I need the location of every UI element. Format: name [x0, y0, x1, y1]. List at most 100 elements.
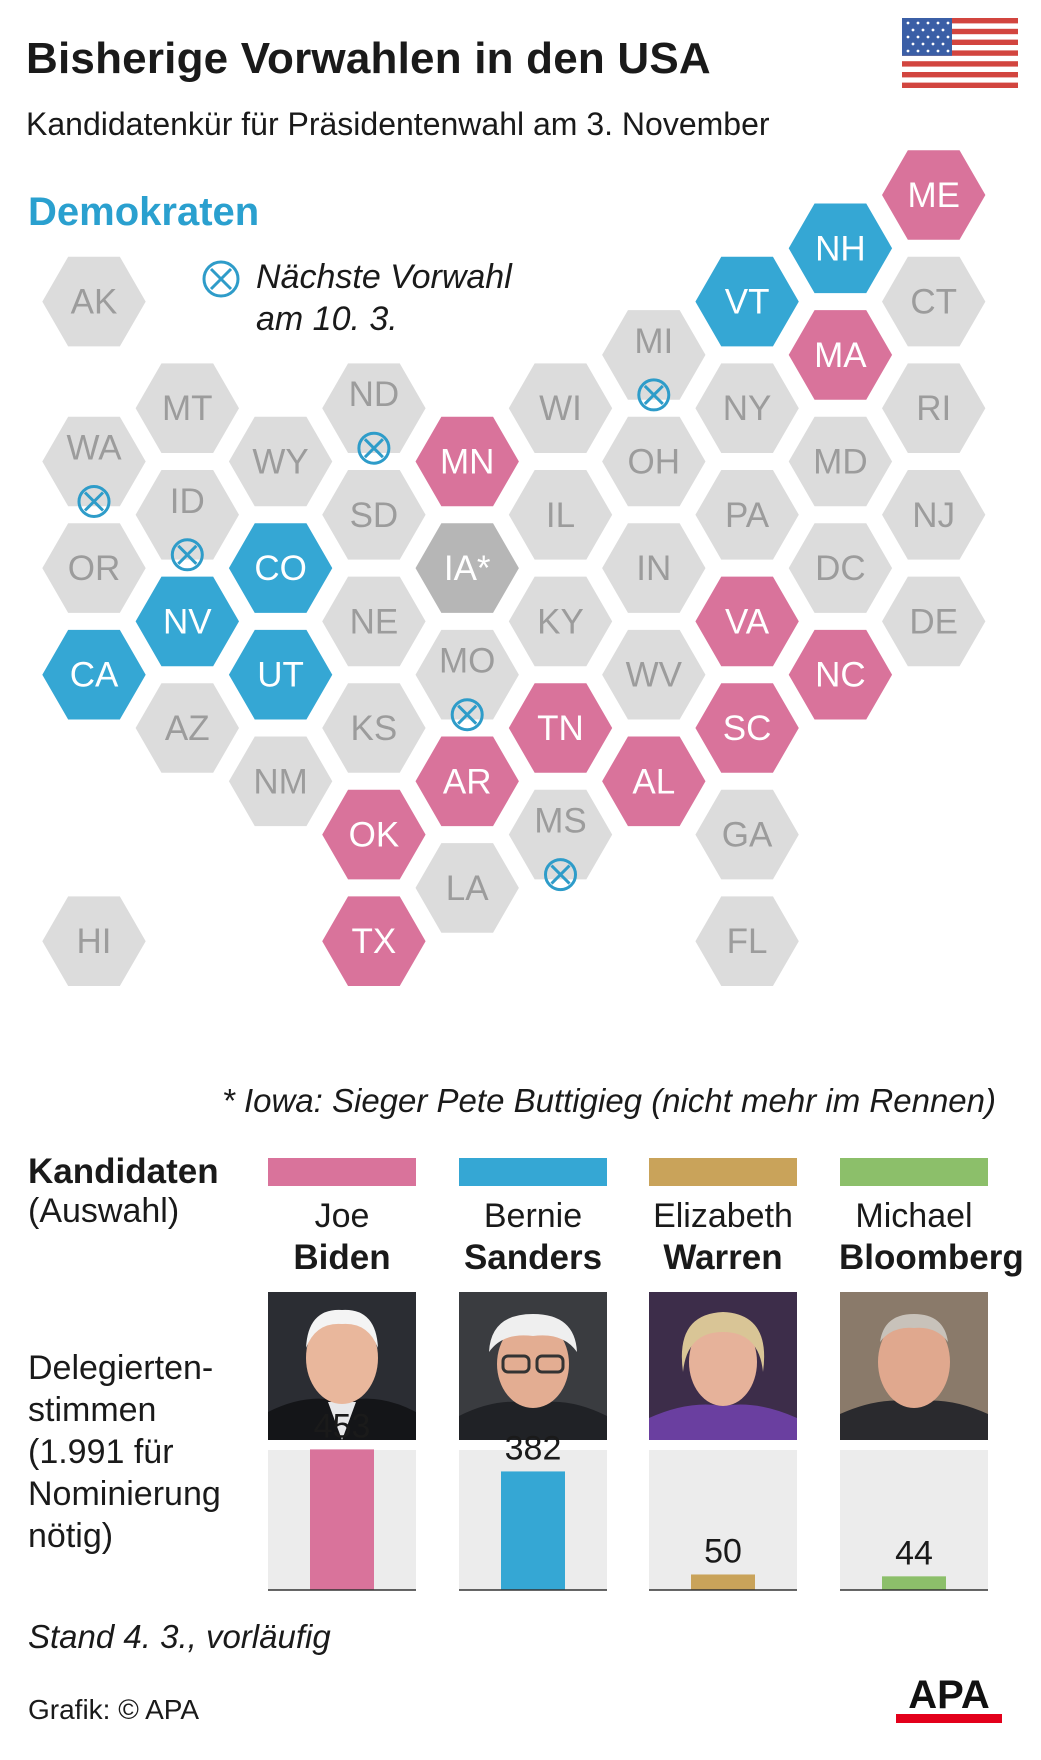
state-label: AK: [71, 283, 118, 322]
state-hex-shape: [877, 252, 991, 351]
candidate-first-name: Bernie: [483, 1197, 583, 1235]
delegates-label: Delegierten- stimmen (1.991 für Nominier…: [28, 1349, 221, 1555]
state-hex-nc: NC: [784, 625, 897, 724]
state-hex-ky: KY: [504, 572, 617, 671]
state-hex-nv: NV: [130, 572, 244, 671]
state-label: NV: [163, 602, 212, 641]
state-hex-shape: [224, 519, 337, 617]
state-hex-hi: HI: [37, 892, 151, 990]
state-label: CT: [910, 283, 957, 322]
state-hex-ks: KS: [317, 679, 431, 777]
candidate-first-name: Joe: [314, 1197, 370, 1235]
state-hex-ct: CT: [877, 252, 991, 351]
state-label: WY: [252, 443, 308, 482]
bar-value-label: 44: [895, 1534, 933, 1572]
state-hex-md: MD: [784, 412, 897, 511]
state-hex-wi: WI: [504, 359, 617, 457]
candidate-first-name: Elizabeth: [653, 1197, 793, 1235]
state-hex-in: IN: [597, 519, 711, 617]
state-hex-shape: [410, 519, 524, 617]
state-label: MS: [534, 802, 587, 841]
state-hex-shape: [690, 892, 804, 990]
state-label: NE: [350, 602, 399, 641]
bar-value-label: 50: [704, 1532, 742, 1570]
candidate-warren: Elizabeth Warren: [648, 1158, 798, 1279]
state-hex-shape: [784, 306, 897, 404]
state-hex-al: AL: [597, 732, 711, 831]
next-primary-marker-icon: [202, 260, 240, 298]
state-label: TN: [537, 709, 584, 748]
state-hex-shape: [317, 679, 431, 777]
state-label: ME: [907, 176, 960, 215]
sanders-portrait-image: [459, 1292, 607, 1440]
state-label: ID: [170, 482, 205, 521]
page-title: Bisherige Vorwahlen in den USA: [26, 34, 711, 83]
state-hex-shape: [317, 892, 431, 990]
candidate-last-name: Biden: [293, 1238, 391, 1277]
state-hex-shape: [410, 839, 524, 937]
bloomberg-color-swatch: [840, 1158, 988, 1186]
graphic-credit: Grafik: © APA: [28, 1694, 200, 1725]
state-hex-wy: WY: [224, 412, 337, 511]
state-hex-shape: [224, 412, 337, 511]
delegate-bar: [691, 1574, 755, 1590]
state-hex-shape: [597, 306, 711, 404]
state-hex-sc: SC: [690, 679, 804, 777]
state-hex-oh: OH: [597, 412, 711, 511]
state-hex-shape: [690, 679, 804, 777]
state-hex-shape: [690, 466, 804, 564]
state-hex-shape: [690, 785, 804, 884]
state-hex-mi: MI: [597, 306, 711, 412]
state-hex-shape: [224, 732, 337, 831]
state-hex-ok: OK: [317, 785, 431, 884]
state-hex-ca: CA: [37, 625, 151, 724]
biden-color-swatch: [268, 1158, 416, 1186]
state-label: MN: [440, 443, 494, 482]
biden-portrait-image: [268, 1292, 416, 1440]
state-hex-nh: NH: [784, 199, 897, 298]
state-label: AZ: [165, 709, 210, 748]
candidate-bloomberg: Michael Bloomberg: [839, 1158, 1024, 1279]
state-hex-ut: UT: [224, 625, 337, 724]
state-label: LA: [446, 869, 489, 908]
next-primary-legend: Nächste Vorwahl am 10. 3.: [256, 258, 512, 338]
state-hex-me: ME: [877, 146, 991, 244]
delegate-bar: [501, 1471, 565, 1590]
state-hex-shape: [130, 572, 244, 671]
candidate-last-name: Sanders: [463, 1238, 603, 1277]
state-hex-shape: [317, 572, 431, 671]
state-hex-shape: [784, 412, 897, 511]
state-hex-shape: [877, 572, 991, 671]
state-label: AL: [632, 762, 675, 801]
state-hex-wa: WA: [37, 412, 151, 518]
candidate-last-name: Warren: [663, 1238, 783, 1277]
state-label: UT: [257, 656, 304, 695]
delegate-bar: [310, 1449, 374, 1590]
state-hex-shape: [410, 732, 524, 831]
state-hex-shape: [224, 625, 337, 724]
candidate-sanders: Bernie Sanders: [458, 1158, 608, 1279]
state-label: AR: [443, 762, 492, 801]
state-hex-shape: [317, 785, 431, 884]
state-hex-shape: [130, 466, 244, 564]
state-hex-shape: [597, 412, 711, 511]
state-hex-ak: AK: [37, 252, 151, 351]
state-hex-shape: [410, 625, 524, 724]
state-label: FL: [727, 922, 768, 961]
state-hex-co: CO: [224, 519, 337, 617]
state-label: WV: [626, 656, 683, 695]
page-subtitle: Kandidatenkür für Präsidentenwahl am 3. …: [26, 106, 770, 142]
next-primary-marker-icon: [637, 378, 671, 412]
state-hex-shape: [877, 146, 991, 244]
state-hex-va: VA: [690, 572, 804, 671]
state-hex-az: AZ: [130, 679, 244, 777]
state-hex-de: DE: [877, 572, 991, 671]
state-hex-mo: MO: [410, 625, 524, 732]
delegate-bar: [882, 1576, 946, 1590]
state-hex-shape: [784, 519, 897, 617]
state-hex-shape: [784, 625, 897, 724]
state-label: WI: [539, 389, 582, 428]
state-hex-shape: [597, 625, 711, 724]
state-label: IA*: [444, 549, 491, 588]
state-label: VA: [725, 602, 770, 641]
